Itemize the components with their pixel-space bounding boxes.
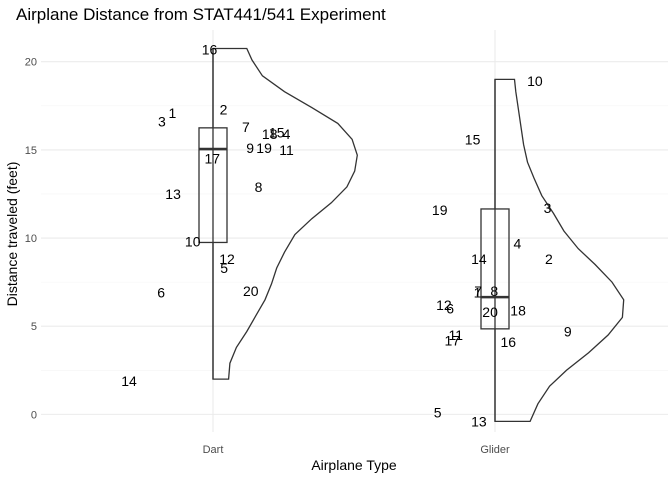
point-label: 6 — [446, 301, 454, 317]
point-label: 1 — [169, 105, 177, 121]
point-label: 7 — [474, 283, 482, 299]
x-axis-ticks: Dart Glider — [203, 444, 510, 456]
point-label: 2 — [545, 251, 553, 267]
point-label: 3 — [544, 200, 552, 216]
point-label: 13 — [471, 413, 487, 429]
point-label: 19 — [256, 140, 272, 156]
point-label: 20 — [482, 304, 498, 320]
point-label: 5 — [220, 260, 228, 276]
point-label: 8 — [490, 283, 498, 299]
grid-lines — [41, 30, 668, 432]
violin-dart — [212, 47, 358, 380]
point-label: 18 — [510, 302, 526, 318]
point-label: 10 — [185, 234, 201, 250]
point-label: 15 — [269, 124, 285, 140]
point-label: 16 — [501, 334, 517, 350]
y-tick-label: 0 — [31, 409, 37, 421]
y-tick-label: 10 — [25, 233, 37, 245]
point-label: 5 — [434, 405, 442, 421]
box-glider — [480, 208, 510, 330]
point-label: 8 — [255, 179, 263, 195]
point-label: 1 — [474, 285, 482, 301]
point-label: 9 — [564, 324, 572, 340]
y-tick-label: 20 — [25, 57, 37, 69]
point-label: 11 — [449, 327, 464, 343]
point-label: 19 — [432, 202, 448, 218]
point-label: 10 — [527, 73, 543, 89]
point-label: 4 — [514, 235, 522, 251]
x-axis-title: Airplane Type — [311, 457, 397, 473]
x-tick-label: Dart — [203, 444, 224, 456]
point-label: 13 — [165, 186, 181, 202]
point-label: 15 — [465, 131, 481, 147]
point-label: 18 — [262, 126, 278, 142]
violin-glider — [494, 78, 625, 423]
x-tick-label: Glider — [480, 444, 510, 456]
point-label: 2 — [220, 101, 228, 117]
point-label: 14 — [121, 373, 137, 389]
plot-shapes — [198, 47, 625, 423]
y-tick-label: 15 — [25, 145, 37, 157]
point-label: 12 — [436, 297, 452, 313]
point-label: 3 — [158, 114, 166, 130]
point-label: 9 — [246, 140, 254, 156]
point-label: 7 — [242, 119, 250, 135]
point-label: 4 — [283, 126, 291, 142]
y-tick-label: 5 — [31, 321, 37, 333]
y-axis-ticks: 0 5 10 15 20 — [25, 57, 37, 422]
point-label: 16 — [202, 41, 218, 57]
point-label: 17 — [205, 151, 221, 167]
point-label: 12 — [219, 251, 235, 267]
point-label: 11 — [279, 142, 294, 158]
point-label: 6 — [157, 285, 165, 301]
point-label: 14 — [471, 251, 487, 267]
chart-title: Airplane Distance from STAT441/541 Exper… — [16, 5, 386, 24]
point-label: 20 — [243, 283, 259, 299]
y-axis-title: Distance traveled (feet) — [4, 162, 20, 307]
box-dart — [198, 127, 228, 244]
point-label: 17 — [445, 332, 461, 348]
